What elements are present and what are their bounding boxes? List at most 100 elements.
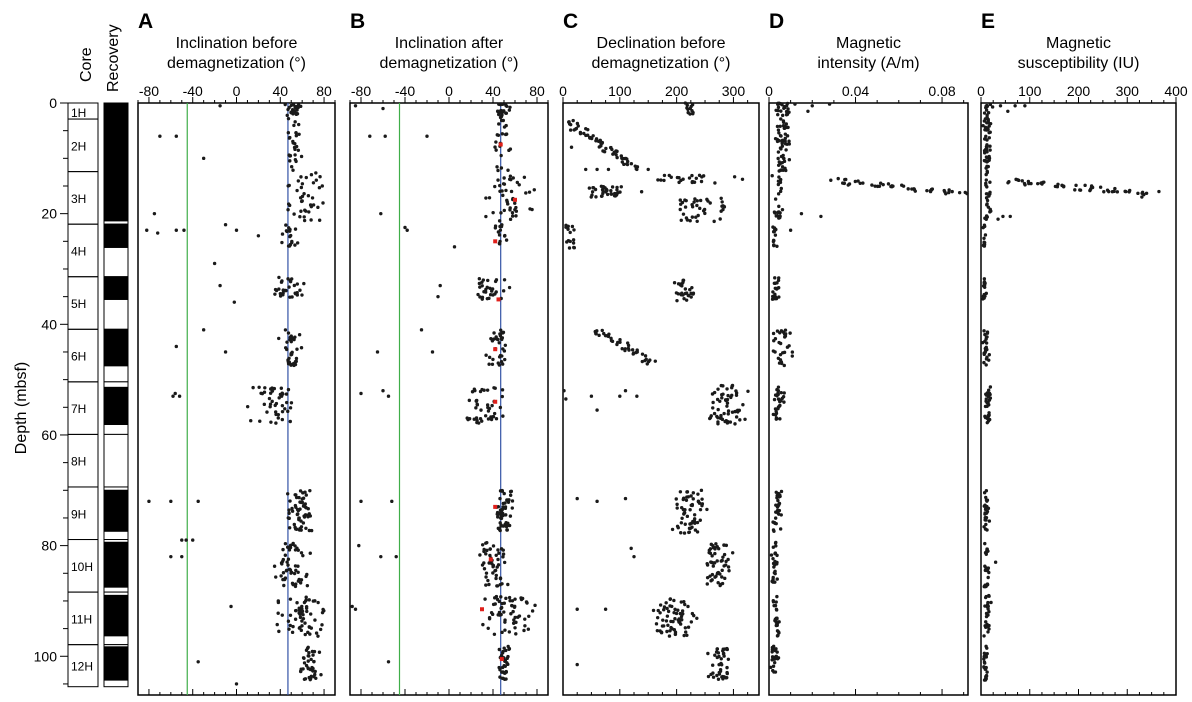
data-point: [771, 331, 776, 336]
data-point: [499, 114, 504, 119]
data-point: [591, 134, 595, 138]
data-point: [983, 414, 987, 419]
data-point: [773, 407, 778, 411]
data-point: [985, 330, 990, 334]
data-point: [499, 166, 504, 170]
data-point: [679, 600, 683, 604]
data-point: [299, 175, 303, 179]
data-point: [305, 583, 310, 588]
data-point: [1112, 189, 1116, 194]
data-point: [720, 575, 724, 579]
panel-C: C Declination before demagnetization (°) 0 1…: [559, 10, 760, 696]
data-point: [510, 211, 515, 215]
data-point: [296, 548, 300, 552]
data-point: [720, 417, 725, 422]
data-point: [508, 208, 512, 212]
data-point: [500, 601, 504, 606]
data-point: [298, 215, 302, 219]
data-point: [515, 180, 520, 185]
data-point: [300, 182, 305, 186]
data-point: [600, 328, 604, 333]
data-point: [613, 194, 618, 198]
data-point: [568, 239, 572, 244]
data-point: [715, 414, 719, 419]
data-point: [646, 167, 650, 172]
data-point: [196, 660, 200, 664]
data-point: [713, 551, 717, 556]
core-label: 1H: [71, 106, 86, 120]
data-point: [699, 179, 704, 184]
red-point: [488, 557, 493, 562]
data-point: [296, 148, 301, 153]
data-point: [675, 524, 680, 528]
data-point: [771, 668, 775, 673]
data-point: [985, 498, 990, 502]
data-point: [299, 185, 304, 190]
data-point: [496, 168, 500, 173]
data-point: [716, 387, 720, 391]
data-point: [906, 187, 910, 191]
data-point: [987, 154, 991, 159]
data-point: [988, 180, 992, 184]
data-point: [986, 575, 990, 580]
data-point: [775, 577, 779, 581]
data-point: [292, 123, 296, 128]
panel-frame: [349, 102, 549, 696]
data-point: [689, 620, 694, 624]
data-point: [715, 559, 719, 563]
data-point: [319, 673, 323, 677]
data-point: [304, 595, 308, 599]
data-point: [499, 606, 503, 611]
panel-title-line: demagnetization (°): [167, 55, 306, 72]
panel-E: E Magnetic susceptibility (IU) 0 100 200 300 40…: [977, 10, 1188, 696]
data-point: [306, 645, 310, 650]
data-point: [285, 113, 289, 118]
data-point: [487, 355, 492, 360]
data-point: [685, 633, 689, 637]
data-point: [568, 128, 573, 132]
data-point: [594, 137, 599, 141]
data-point: [773, 521, 777, 526]
data-point: [575, 496, 579, 501]
data-point: [661, 618, 665, 622]
data-point: [293, 548, 298, 552]
data-point: [771, 290, 775, 294]
data-point: [717, 662, 721, 667]
data-point: [274, 575, 278, 579]
data-point: [678, 198, 682, 202]
data-point: [770, 647, 775, 652]
data-point: [500, 362, 505, 366]
data-point: [267, 396, 272, 401]
data-point: [495, 109, 500, 113]
data-point: [982, 111, 987, 115]
data-point: [716, 547, 721, 551]
x-tick-label: 0: [233, 83, 241, 99]
data-point: [290, 509, 295, 513]
data-point: [182, 228, 186, 232]
data-point: [472, 417, 476, 421]
data-point: [718, 217, 722, 221]
data-point: [777, 361, 782, 365]
data-point: [778, 527, 783, 531]
data-point: [508, 147, 513, 151]
data-point: [486, 626, 490, 630]
data-point: [293, 153, 297, 157]
data-point: [627, 348, 631, 352]
data-point: [500, 189, 504, 193]
data-point: [715, 673, 719, 678]
data-point: [512, 618, 516, 622]
data-point: [288, 406, 293, 410]
panel-title-line: demagnetization (°): [592, 55, 731, 72]
data-point: [272, 564, 277, 568]
data-point: [881, 182, 885, 187]
data-point: [301, 491, 305, 495]
data-point: [532, 188, 536, 192]
data-point: [988, 102, 993, 107]
data-point: [276, 611, 280, 615]
data-point: [296, 570, 300, 574]
data-point: [644, 357, 648, 362]
data-point: [498, 228, 503, 232]
data-point: [732, 175, 737, 179]
data-point: [298, 581, 303, 585]
data-point: [294, 134, 299, 138]
